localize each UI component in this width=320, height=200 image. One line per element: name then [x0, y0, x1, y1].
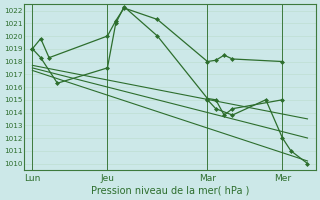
X-axis label: Pression niveau de la mer( hPa ): Pression niveau de la mer( hPa )	[91, 186, 249, 196]
